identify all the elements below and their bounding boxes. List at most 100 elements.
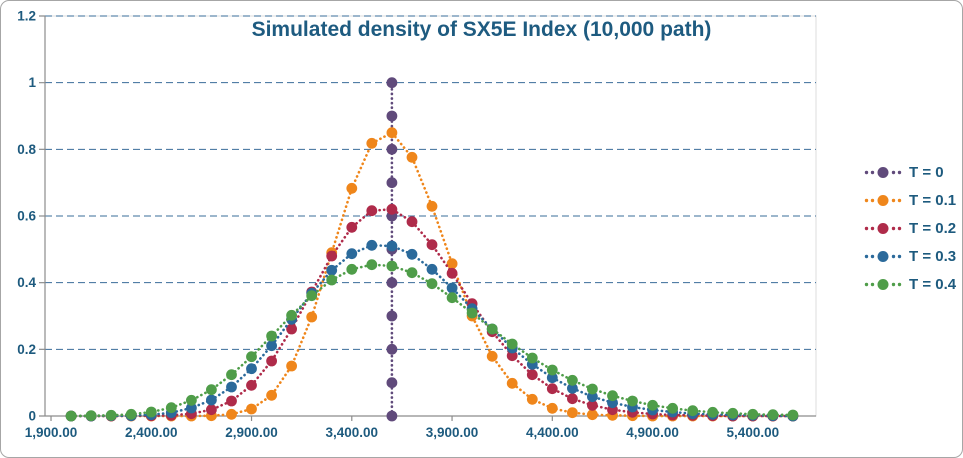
legend-item: T = 0.2 <box>864 219 956 238</box>
data-point-marker <box>587 383 598 395</box>
legend-marker-icon <box>864 195 902 206</box>
data-point-marker <box>246 403 257 415</box>
data-point-marker <box>687 405 699 417</box>
data-point-marker <box>466 307 478 319</box>
data-point-marker <box>386 343 398 355</box>
legend-label: T = 0.4 <box>909 276 957 293</box>
data-point-marker <box>226 408 237 420</box>
data-point-marker <box>266 355 277 367</box>
data-point-marker <box>386 127 398 139</box>
data-point-marker <box>567 393 578 405</box>
data-point-marker <box>546 364 558 376</box>
data-point-marker <box>286 323 297 335</box>
data-point-marker <box>145 406 157 418</box>
x-tick-label: 4,400.00 <box>526 425 579 440</box>
data-point-marker <box>727 407 739 419</box>
x-tick-label: 2,400.00 <box>125 425 178 440</box>
data-point-marker <box>366 137 378 149</box>
data-point-marker <box>165 402 177 414</box>
data-point-marker <box>406 151 418 163</box>
data-point-marker <box>226 369 237 381</box>
data-point-marker <box>326 250 338 262</box>
data-point-marker <box>426 278 438 290</box>
legend-label: T = 0.2 <box>909 220 957 237</box>
data-point-marker <box>446 282 458 294</box>
data-point-marker <box>105 409 117 421</box>
data-point-marker <box>426 200 438 212</box>
data-point-marker <box>366 239 378 251</box>
data-point-marker <box>125 408 137 420</box>
legend-label: T = 0.3 <box>909 248 957 265</box>
data-point-marker <box>326 274 338 286</box>
series-T0.3 <box>65 239 799 422</box>
data-point-marker <box>567 407 578 419</box>
data-point-marker <box>386 410 398 422</box>
data-point-marker <box>506 377 518 389</box>
data-point-marker <box>366 259 378 271</box>
data-point-marker <box>647 399 658 411</box>
data-point-marker <box>386 240 398 252</box>
series-T0.4 <box>65 259 799 422</box>
data-point-marker <box>206 394 217 406</box>
data-point-marker <box>607 390 618 402</box>
data-point-marker <box>446 292 458 304</box>
data-point-marker <box>506 350 518 362</box>
data-point-marker <box>306 290 318 302</box>
legend-item: T = 0 <box>864 163 956 182</box>
legend-item: T = 0.3 <box>864 247 956 266</box>
data-point-marker <box>366 205 378 217</box>
data-point-marker <box>306 311 318 323</box>
data-point-marker <box>787 409 799 421</box>
data-point-marker <box>286 360 297 372</box>
data-point-marker <box>767 409 779 421</box>
data-point-marker <box>386 377 398 389</box>
legend-marker-icon <box>864 279 902 290</box>
x-tick-label: 2,900.00 <box>225 425 278 440</box>
data-point-marker <box>65 410 77 422</box>
data-point-marker <box>346 221 358 233</box>
data-point-marker <box>486 323 498 335</box>
data-point-marker <box>226 395 237 407</box>
x-tick-label: 5,400.00 <box>727 425 780 440</box>
data-point-marker <box>546 372 558 384</box>
y-tick-label: 1.2 <box>17 9 36 24</box>
data-point-marker <box>186 402 197 414</box>
data-point-marker <box>346 248 358 260</box>
y-tick-label: 0.4 <box>17 275 36 290</box>
data-point-marker <box>426 263 438 275</box>
data-point-marker <box>627 395 638 407</box>
y-tick-label: 1 <box>28 75 36 90</box>
data-point-marker <box>386 203 398 215</box>
data-point-marker <box>386 310 398 322</box>
data-point-marker <box>386 260 398 272</box>
data-point-marker <box>246 363 257 375</box>
data-point-marker <box>506 338 518 350</box>
x-tick-label: 3,400.00 <box>326 425 379 440</box>
data-point-marker <box>446 267 458 279</box>
x-tick-label: 1,900.00 <box>25 425 78 440</box>
data-point-marker <box>667 402 678 414</box>
x-tick-label: 4,900.00 <box>626 425 679 440</box>
data-point-marker <box>186 394 197 406</box>
data-point-marker <box>226 381 237 393</box>
legend: T = 0 T = 0.1 T = 0.2 T = 0.3 T = 0.4 <box>864 163 956 303</box>
data-point-marker <box>587 391 598 403</box>
chart-title: Simulated density of SX5E Index (10,000 … <box>251 18 712 41</box>
legend-label: T = 0.1 <box>909 192 957 209</box>
data-point-marker <box>587 399 598 411</box>
data-point-marker <box>707 406 719 418</box>
data-point-marker <box>246 379 257 391</box>
data-point-marker <box>286 309 297 321</box>
data-point-marker <box>406 248 418 260</box>
data-point-marker <box>386 143 398 155</box>
data-point-marker <box>206 384 217 396</box>
x-tick-label: 3,900.00 <box>426 425 479 440</box>
series-T0.2 <box>65 203 799 422</box>
data-point-marker <box>406 216 418 228</box>
data-point-marker <box>266 389 277 401</box>
data-point-marker <box>346 182 358 194</box>
data-point-marker <box>326 264 338 276</box>
data-point-marker <box>546 402 558 414</box>
data-point-marker <box>526 369 538 381</box>
data-point-marker <box>546 383 558 395</box>
